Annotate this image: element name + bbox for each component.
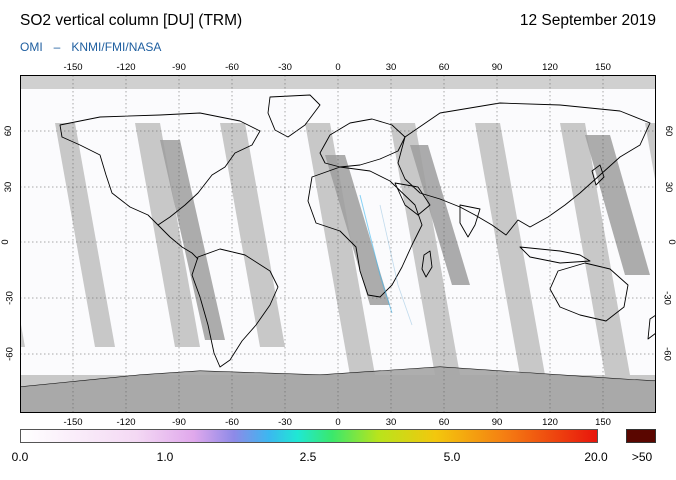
lon-tick-top: 150 — [595, 62, 611, 73]
map-date: 12 September 2019 — [519, 12, 656, 29]
colorbar — [20, 429, 598, 443]
lon-tick-bottom: -30 — [278, 417, 292, 428]
lon-tick-top: -150 — [63, 62, 83, 73]
lon-tick-top: -30 — [278, 62, 292, 73]
lon-tick-top: 120 — [542, 62, 558, 73]
madagascar-outline — [421, 250, 433, 278]
graticule — [20, 75, 656, 413]
antarctica-land — [20, 367, 656, 413]
india-outline — [459, 204, 481, 238]
asia-outline — [397, 102, 651, 236]
lon-tick-bottom: -90 — [172, 417, 186, 428]
credit-line: OMI – KNMI/FMI/NASA — [20, 40, 172, 54]
lat-tick-left: -60 — [4, 347, 16, 361]
lon-tick-bottom: 90 — [491, 417, 503, 428]
swath-edge-trace — [379, 204, 413, 326]
lon-tick-bottom: -120 — [116, 417, 136, 428]
lon-tick-top: 30 — [385, 62, 397, 73]
lat-tick-right: -60 — [661, 347, 673, 361]
europe-outline — [319, 118, 406, 168]
lat-tick-left: 60 — [2, 125, 14, 137]
polar-region-north — [20, 75, 656, 89]
lon-tick-top: -120 — [116, 62, 136, 73]
credit-instrument: OMI — [20, 40, 43, 54]
north-america-outline — [59, 112, 261, 226]
south-america-outline — [191, 248, 279, 368]
colorbar-label: 1.0 — [156, 450, 174, 464]
japan-outline — [591, 164, 605, 186]
lon-tick-bottom: -150 — [63, 417, 83, 428]
credit-separator: – — [53, 40, 61, 54]
colorbar-label: 0.0 — [11, 450, 29, 464]
lat-tick-right: 30 — [663, 181, 675, 193]
coastlines — [20, 94, 656, 388]
swath-edge-trace — [359, 194, 393, 314]
credit-agencies: KNMI/FMI/NASA — [71, 40, 162, 54]
colorbar-label: 2.5 — [299, 450, 317, 464]
lon-tick-bottom: 60 — [438, 417, 450, 428]
lat-tick-left: 0 — [0, 239, 12, 245]
so2-world-map — [20, 75, 656, 413]
africa-outline — [307, 166, 423, 298]
lon-tick-top: -90 — [172, 62, 186, 73]
lon-tick-bottom: 30 — [385, 417, 397, 428]
lon-tick-bottom: 150 — [595, 417, 611, 428]
australia-outline — [549, 262, 629, 322]
colorbar-label: 20.0 — [584, 450, 608, 464]
colorbar-label: >50 — [631, 450, 653, 464]
lat-tick-right: 60 — [663, 125, 675, 137]
map-frame — [20, 75, 656, 413]
lon-tick-top: -60 — [225, 62, 239, 73]
lat-tick-right: -30 — [661, 291, 673, 305]
satellite-swaths — [20, 89, 656, 375]
new-zealand-outline — [647, 314, 656, 340]
central-america-outline — [157, 224, 199, 260]
arabia-outline — [394, 182, 431, 216]
lat-tick-right: 0 — [665, 239, 676, 245]
lon-tick-top: 90 — [491, 62, 503, 73]
lat-tick-left: -30 — [4, 291, 16, 305]
indonesia-outline — [519, 246, 591, 264]
lon-tick-bottom: -60 — [225, 417, 239, 428]
map-title: SO2 vertical column [DU] (TRM) — [20, 12, 243, 29]
lon-tick-bottom: 120 — [542, 417, 558, 428]
colorbar-label: 5.0 — [443, 450, 461, 464]
lat-tick-left: 30 — [2, 181, 14, 193]
lon-tick-top: 60 — [438, 62, 450, 73]
lon-tick-top: 0 — [335, 62, 341, 73]
lon-tick-bottom: 0 — [335, 417, 341, 428]
colorbar-overflow-swatch — [626, 429, 656, 443]
